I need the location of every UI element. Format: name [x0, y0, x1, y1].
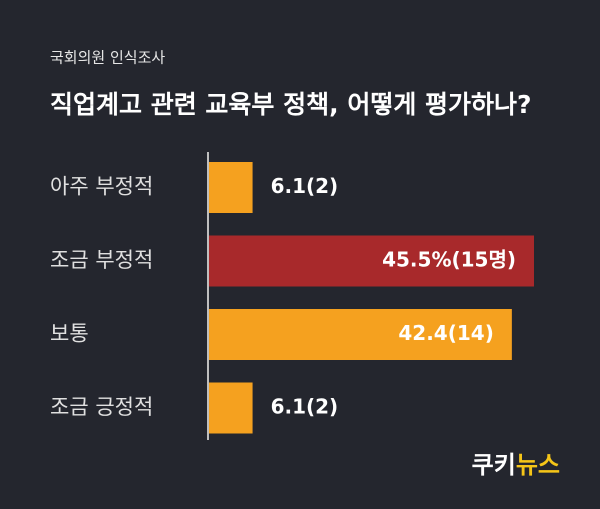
logo-part: 뉴스 [516, 451, 560, 479]
bar [209, 382, 253, 434]
category-label: 조금 긍정적 [50, 395, 153, 419]
chart-subtitle: 국회의원 인식조사 [50, 49, 165, 67]
category-label: 아주 부정적 [50, 175, 153, 199]
value-label: 45.5%(15명) [382, 248, 516, 272]
bar [209, 309, 512, 360]
logo-part: 쿠키 [472, 451, 516, 479]
category-label: 조금 부정적 [50, 248, 153, 272]
category-label: 보통 [50, 322, 89, 346]
chart-title: 직업계고 관련 교육부 정책, 어떻게 평가하나? [50, 90, 532, 119]
logo: 쿠키뉴스 [472, 451, 560, 479]
value-label: 6.1(2) [271, 174, 339, 198]
value-label: 42.4(14) [398, 321, 493, 345]
value-label: 6.1(2) [271, 395, 339, 419]
bar [209, 235, 534, 287]
bar [209, 162, 253, 213]
